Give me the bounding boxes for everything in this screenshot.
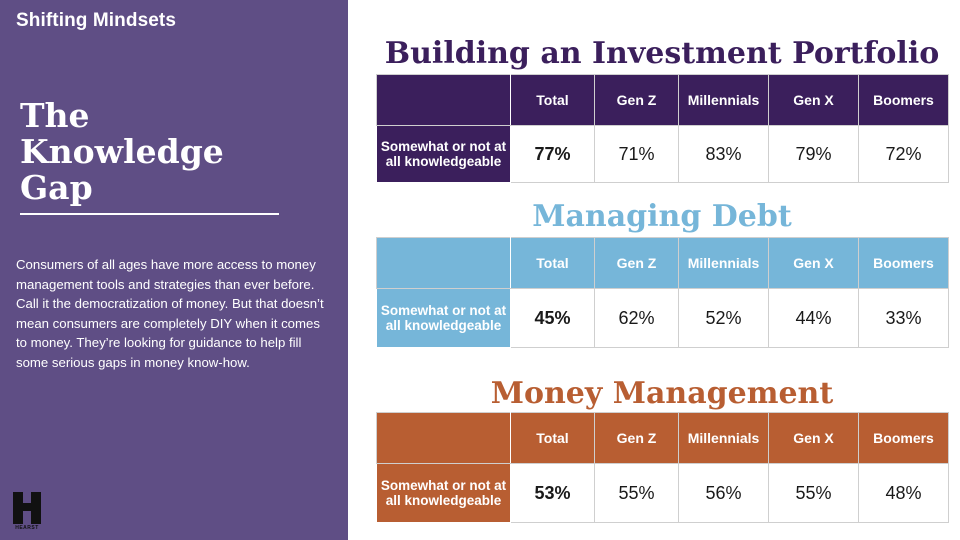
logo-wordmark: HEARST bbox=[15, 525, 39, 531]
col-header-gen-x: Gen X bbox=[768, 237, 859, 289]
cell-gen-x: 44% bbox=[768, 288, 859, 348]
col-header-boomers: Boomers bbox=[858, 237, 949, 289]
col-header-total: Total bbox=[510, 412, 595, 464]
cell-boomers: 33% bbox=[858, 288, 949, 348]
row-label: Somewhat or not at all knowledgeable bbox=[376, 463, 511, 523]
cell-gen-z: 62% bbox=[594, 288, 679, 348]
sidebar-title-line: Knowledge bbox=[20, 132, 224, 171]
cell-millennials: 56% bbox=[678, 463, 769, 523]
section-title-debt: Managing Debt bbox=[532, 199, 792, 234]
col-header-boomers: Boomers bbox=[858, 74, 949, 126]
section-title-money-management: Money Management bbox=[490, 376, 834, 411]
cell-millennials: 83% bbox=[678, 125, 769, 183]
col-header-gen-x: Gen X bbox=[768, 74, 859, 126]
col-header-gen-z: Gen Z bbox=[594, 237, 679, 289]
cell-gen-x: 55% bbox=[768, 463, 859, 523]
header-corner bbox=[376, 412, 511, 464]
cell-millennials: 52% bbox=[678, 288, 769, 348]
header-corner bbox=[376, 237, 511, 289]
row-label: Somewhat or not at all knowledgeable bbox=[376, 125, 511, 183]
header-corner bbox=[376, 74, 511, 126]
table-row: Somewhat or not at all knowledgeable 53%… bbox=[376, 463, 949, 523]
col-header-gen-z: Gen Z bbox=[594, 412, 679, 464]
table-row: Somewhat or not at all knowledgeable 77%… bbox=[376, 125, 949, 183]
table-debt: Total Gen Z Millennials Gen X Boomers So… bbox=[376, 237, 949, 348]
sidebar-body-text: Consumers of all ages have more access t… bbox=[16, 257, 324, 370]
cell-boomers: 72% bbox=[858, 125, 949, 183]
col-header-millennials: Millennials bbox=[678, 74, 769, 126]
cell-gen-z: 71% bbox=[594, 125, 679, 183]
sidebar-panel: Shifting Mindsets The Knowledge Gap Cons… bbox=[0, 0, 348, 540]
table-row: Somewhat or not at all knowledgeable 45%… bbox=[376, 288, 949, 348]
sidebar-title-line: The bbox=[20, 96, 90, 135]
col-header-gen-z: Gen Z bbox=[594, 74, 679, 126]
hearst-logo: HEARST bbox=[12, 492, 42, 532]
sidebar-title-line: Gap bbox=[20, 168, 93, 207]
col-header-millennials: Millennials bbox=[678, 412, 769, 464]
cell-total: 53% bbox=[510, 463, 595, 523]
sidebar-title: The Knowledge Gap bbox=[20, 98, 320, 206]
col-header-boomers: Boomers bbox=[858, 412, 949, 464]
section-title-investment: Building an Investment Portfolio bbox=[384, 36, 940, 71]
eyebrow-label: Shifting Mindsets bbox=[16, 10, 177, 31]
col-header-gen-x: Gen X bbox=[768, 412, 859, 464]
col-header-total: Total bbox=[510, 74, 595, 126]
cell-total: 77% bbox=[510, 125, 595, 183]
table-investment: Total Gen Z Millennials Gen X Boomers So… bbox=[376, 74, 949, 183]
title-divider bbox=[20, 213, 279, 215]
cell-boomers: 48% bbox=[858, 463, 949, 523]
table-header-row: Total Gen Z Millennials Gen X Boomers bbox=[376, 74, 949, 126]
hearst-h-icon bbox=[13, 492, 41, 524]
cell-gen-z: 55% bbox=[594, 463, 679, 523]
row-label: Somewhat or not at all knowledgeable bbox=[376, 288, 511, 348]
table-header-row: Total Gen Z Millennials Gen X Boomers bbox=[376, 237, 949, 289]
col-header-millennials: Millennials bbox=[678, 237, 769, 289]
cell-total: 45% bbox=[510, 288, 595, 348]
table-header-row: Total Gen Z Millennials Gen X Boomers bbox=[376, 412, 949, 464]
col-header-total: Total bbox=[510, 237, 595, 289]
table-money-management: Total Gen Z Millennials Gen X Boomers So… bbox=[376, 412, 949, 523]
cell-gen-x: 79% bbox=[768, 125, 859, 183]
